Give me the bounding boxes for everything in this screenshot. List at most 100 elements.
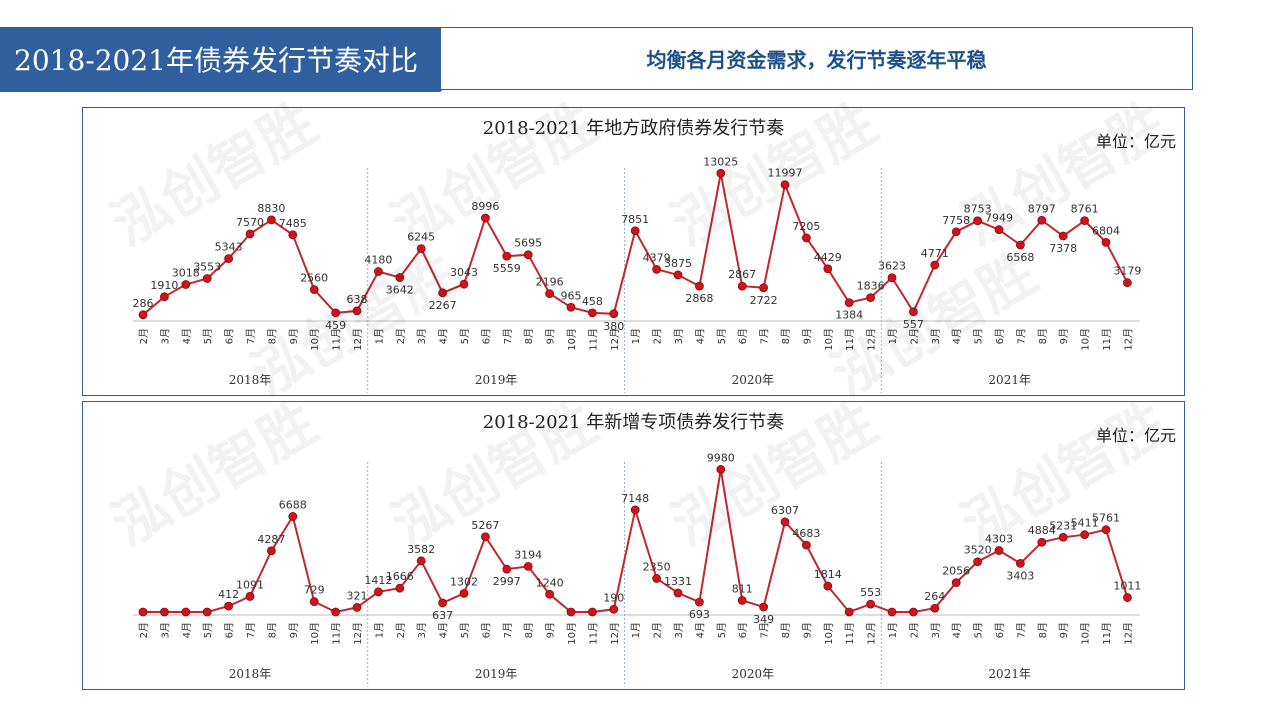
data-point xyxy=(1037,215,1047,225)
x-tick-label: 9月 xyxy=(1058,622,1070,638)
x-tick-label: 11月 xyxy=(844,622,856,645)
data-label: 412 xyxy=(218,588,239,601)
x-tick-label: 5月 xyxy=(202,328,214,344)
x-tick-label: 2月 xyxy=(652,622,664,638)
data-label: 3403 xyxy=(1006,569,1034,582)
data-label: 1091 xyxy=(236,578,264,591)
data-point xyxy=(352,306,362,316)
data-point xyxy=(480,213,490,223)
title-banner: 2018-2021年债券发行节奏对比 xyxy=(0,27,480,92)
data-label: 1412 xyxy=(364,574,392,587)
x-tick-label: 9月 xyxy=(288,328,300,344)
data-label: 459 xyxy=(325,319,346,332)
data-point xyxy=(802,540,811,550)
x-tick-label: 8月 xyxy=(1037,328,1049,344)
x-tick-label: 7月 xyxy=(759,328,771,344)
data-point xyxy=(780,180,790,190)
x-tick-label: 9月 xyxy=(801,328,813,344)
data-label: 811 xyxy=(732,582,753,595)
x-tick-label: 12月 xyxy=(352,328,364,351)
data-point xyxy=(973,216,982,226)
data-label: 4303 xyxy=(985,533,1013,546)
data-label: 3875 xyxy=(664,257,692,270)
data-label: 3179 xyxy=(1113,265,1141,278)
data-point xyxy=(202,607,212,617)
data-label: 190 xyxy=(603,591,624,604)
x-tick-label: 11月 xyxy=(844,328,856,351)
x-tick-label: 2月 xyxy=(908,328,920,344)
x-tick-label: 10月 xyxy=(309,328,321,351)
x-tick-label: 3月 xyxy=(416,328,428,344)
x-tick-label: 6月 xyxy=(480,622,492,638)
x-tick-label: 11月 xyxy=(1101,328,1113,351)
data-point xyxy=(630,226,640,236)
data-label: 7949 xyxy=(985,212,1013,225)
data-label: 4429 xyxy=(814,251,842,264)
data-point xyxy=(523,250,533,260)
year-label: 2018年 xyxy=(229,667,272,681)
data-point xyxy=(951,227,961,237)
data-label: 321 xyxy=(347,589,368,602)
data-point xyxy=(138,607,148,617)
x-tick-label: 6月 xyxy=(480,328,492,344)
data-label: 729 xyxy=(304,584,325,597)
data-point xyxy=(288,230,298,240)
x-tick-label: 4月 xyxy=(951,328,963,344)
x-tick-label: 3月 xyxy=(673,328,685,344)
data-point xyxy=(609,309,619,319)
x-tick-label: 7月 xyxy=(1015,622,1027,638)
x-tick-label: 1月 xyxy=(887,622,899,638)
x-tick-label: 3月 xyxy=(930,622,942,638)
data-point xyxy=(416,556,426,566)
x-tick-label: 4月 xyxy=(694,328,706,344)
data-point xyxy=(909,307,918,317)
data-point xyxy=(673,588,683,598)
data-point xyxy=(502,564,512,574)
data-point xyxy=(887,273,897,283)
x-tick-label: 2月 xyxy=(395,622,407,638)
data-point xyxy=(1016,558,1025,568)
x-tick-label: 5月 xyxy=(716,328,728,344)
data-point xyxy=(309,285,319,294)
data-point xyxy=(245,229,255,239)
data-point xyxy=(288,512,298,521)
data-label: 637 xyxy=(432,609,453,622)
data-label: 5695 xyxy=(514,237,542,250)
x-tick-label: 2月 xyxy=(138,622,150,638)
data-point xyxy=(994,546,1004,555)
data-label: 2867 xyxy=(728,268,756,281)
data-point xyxy=(266,215,276,225)
x-tick-label: 11月 xyxy=(1101,622,1113,645)
data-label: 4683 xyxy=(792,527,820,540)
chart-title: 2018-2021 年地方政府债券发行节奏 xyxy=(482,118,785,139)
data-point xyxy=(1080,530,1089,540)
data-point xyxy=(523,561,533,571)
x-tick-label: 8月 xyxy=(523,328,535,344)
x-tick-label: 7月 xyxy=(245,622,257,638)
data-label: 3520 xyxy=(964,544,992,557)
year-label: 2019年 xyxy=(475,373,518,387)
x-tick-label: 12月 xyxy=(352,622,364,645)
data-label: 965 xyxy=(561,289,582,302)
data-point xyxy=(309,597,319,606)
x-tick-label: 11月 xyxy=(331,328,343,351)
year-label: 2021年 xyxy=(988,667,1031,681)
data-point xyxy=(844,607,854,617)
data-label: 4884 xyxy=(1028,524,1056,537)
data-label: 638 xyxy=(347,293,368,306)
data-label: 4379 xyxy=(643,251,671,264)
x-tick-label: 3月 xyxy=(930,328,942,344)
x-tick-label: 3月 xyxy=(159,328,171,344)
x-tick-label: 7月 xyxy=(1015,328,1027,344)
data-point xyxy=(1101,525,1111,535)
x-tick-label: 5月 xyxy=(973,622,985,638)
x-tick-label: 9月 xyxy=(288,622,300,638)
data-label: 1384 xyxy=(835,309,863,322)
data-label: 5761 xyxy=(1092,512,1120,525)
data-point xyxy=(1123,593,1132,602)
data-point xyxy=(737,281,747,291)
data-label: 349 xyxy=(753,613,774,626)
data-label: 3623 xyxy=(878,260,906,273)
x-tick-label: 11月 xyxy=(587,328,599,351)
data-label: 5231 xyxy=(1049,519,1077,532)
